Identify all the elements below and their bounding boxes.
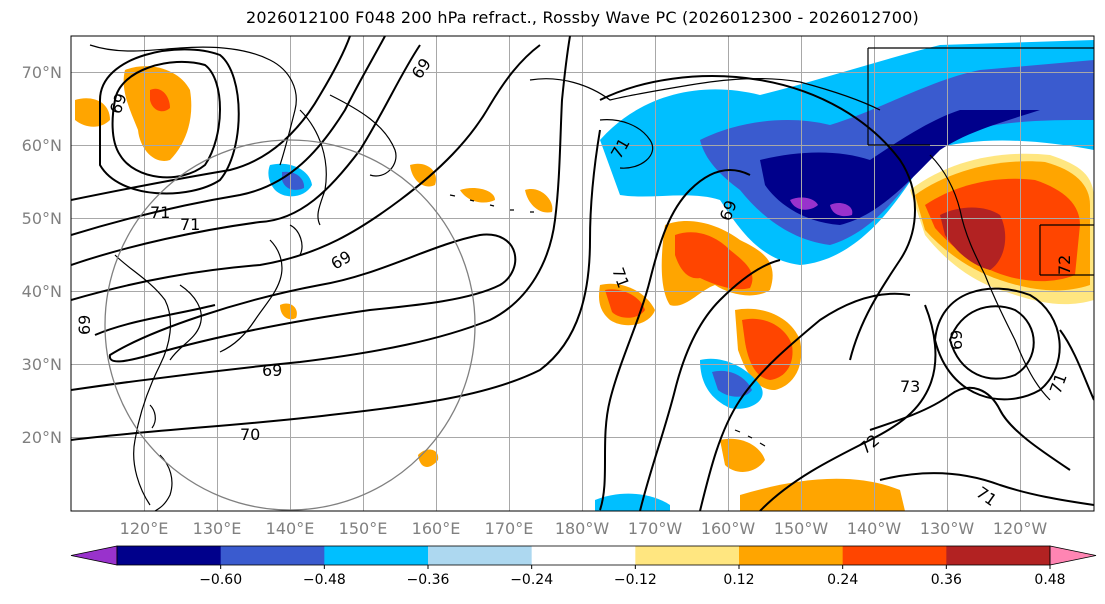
- lon-label: 120°E: [120, 519, 169, 538]
- colorbar: −0.60 −0.48 −0.36 −0.24 −0.12 0.12 0.24 0.36 0.4…: [70, 545, 1097, 588]
- lon-label: 160°W: [701, 519, 756, 538]
- positive-anomaly-region: [410, 163, 436, 187]
- positive-anomaly-region: [605, 289, 645, 318]
- lat-label: 50°N: [22, 209, 62, 228]
- lon-label: 120°W: [993, 519, 1048, 538]
- positive-anomaly-region: [940, 207, 1006, 270]
- colorbar-tick-label: −0.60: [199, 572, 242, 588]
- lon-label: 180°W: [555, 519, 610, 538]
- colorbar-extend-max: [1049, 545, 1097, 566]
- latitude-labels: 70°N 60°N 50°N 40°N 30°N 20°N: [22, 63, 62, 447]
- gridlines: [71, 36, 1094, 511]
- lon-label: 170°E: [485, 519, 534, 538]
- colorbar-tick-label: 0.48: [1034, 572, 1065, 588]
- colorbar-extend-min: [70, 545, 118, 566]
- colorbar-tick-label: 0.36: [931, 572, 962, 588]
- colorbar-segment: [739, 546, 844, 565]
- lon-label: 140°E: [266, 519, 315, 538]
- map-title: 2026012100 F048 200 hPa refract., Rossby…: [245, 8, 919, 27]
- positive-anomaly-region: [75, 98, 110, 127]
- contour-label: 69: [75, 315, 94, 335]
- lat-label: 40°N: [22, 282, 62, 301]
- lon-label: 150°E: [339, 519, 388, 538]
- colorbar-tick-label: −0.12: [614, 572, 657, 588]
- contour-label: 73: [900, 377, 920, 396]
- contour-label: 71: [180, 215, 200, 234]
- colorbar-tick-label: −0.24: [510, 572, 553, 588]
- lat-label: 30°N: [22, 355, 62, 374]
- longitude-labels: 120°E 130°E 140°E 150°E 160°E 170°E 180°…: [120, 519, 1048, 538]
- colorbar-segment: [117, 546, 222, 565]
- shading-layer: [75, 40, 1094, 511]
- colorbar-segment: [324, 546, 429, 565]
- positive-anomaly-region: [740, 478, 905, 511]
- colorbar-tick-label: −0.36: [407, 572, 450, 588]
- colorbar-tick-label: −0.48: [303, 572, 346, 588]
- colorbar-segment: [946, 546, 1051, 565]
- positive-anomaly-region: [675, 232, 753, 290]
- negative-anomaly-region: [595, 493, 670, 511]
- contour-label: 70: [240, 425, 260, 444]
- lat-label: 20°N: [22, 428, 62, 447]
- lon-label: 150°W: [774, 519, 829, 538]
- lon-label: 170°W: [628, 519, 683, 538]
- lon-label: 130°W: [920, 519, 975, 538]
- great-circle-ring: [104, 139, 476, 511]
- positive-anomaly-region: [525, 189, 553, 213]
- coastlines: [89, 44, 1094, 511]
- colorbar-tick-label: 0.12: [723, 572, 754, 588]
- contour-label: 71: [150, 203, 170, 222]
- colorbar-segment: [428, 546, 533, 565]
- map-frame: [70, 35, 1095, 512]
- colorbar-tick-label: 0.24: [827, 572, 858, 588]
- positive-anomaly-region: [123, 66, 192, 161]
- lat-label: 70°N: [22, 63, 62, 82]
- negative-anomaly-region: [790, 197, 853, 217]
- map-layer: [71, 36, 1094, 511]
- lon-label: 130°E: [193, 519, 242, 538]
- lat-label: 60°N: [22, 136, 62, 155]
- colorbar-segment: [635, 546, 740, 565]
- contour-label: 69: [262, 361, 282, 380]
- negative-anomaly-region: [282, 171, 305, 190]
- positive-anomaly-region: [460, 188, 495, 203]
- positive-anomaly-region: [720, 438, 765, 472]
- negative-anomaly-region: [712, 370, 752, 397]
- colorbar-segment: [842, 546, 947, 565]
- contour-label: 69: [947, 330, 966, 350]
- colorbar-segment: [220, 546, 325, 565]
- positive-anomaly-region: [280, 303, 297, 320]
- positive-anomaly-region: [150, 88, 170, 112]
- colorbar-segment: [531, 546, 636, 565]
- negative-anomaly-region: [760, 110, 1040, 225]
- height-contours: [71, 36, 1094, 511]
- colorbar-frame: [116, 545, 1051, 566]
- lon-label: 160°E: [412, 519, 461, 538]
- lon-label: 140°W: [847, 519, 902, 538]
- contour-label: 72: [1055, 255, 1074, 275]
